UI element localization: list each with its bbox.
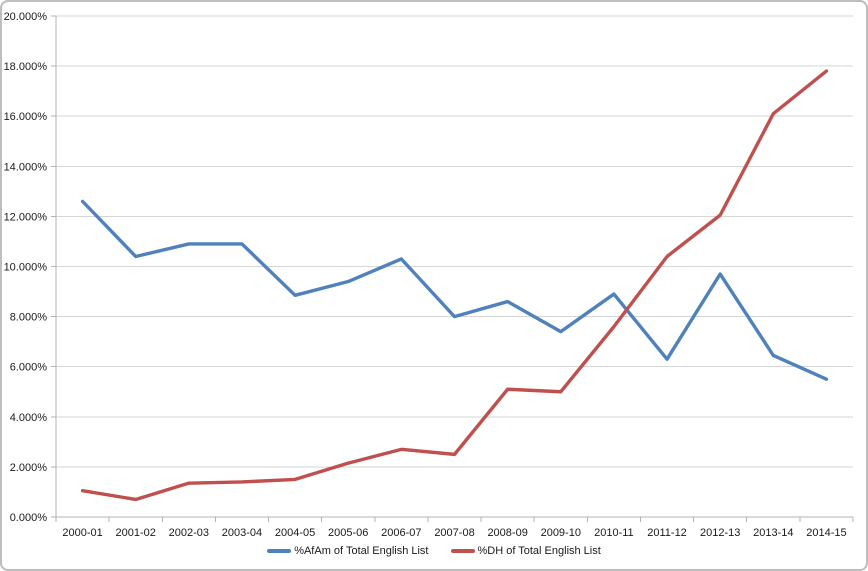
x-axis-category-label: 2005-06 — [328, 527, 368, 539]
legend-label-afam: %AfAm of Total English List — [294, 545, 429, 557]
x-axis-category-label: 2010-11 — [594, 527, 634, 539]
x-axis-category-label: 2004-05 — [275, 527, 315, 539]
series-line-dh — [80, 69, 829, 502]
series-line-afam — [80, 199, 829, 381]
x-axis-category-label: 2012-13 — [700, 527, 740, 539]
x-axis-category-label: 2000-01 — [62, 527, 102, 539]
y-axis-tick-label: 18.000% — [4, 61, 48, 73]
y-axis-tick-label: 0.000% — [10, 512, 48, 524]
x-axis-category-label: 2007-08 — [434, 527, 474, 539]
x-axis-category-label: 2014-15 — [806, 527, 846, 539]
y-axis-tick-label: 16.000% — [4, 111, 48, 123]
y-axis-tick-label: 12.000% — [4, 211, 48, 223]
y-axis-tick-label: 10.000% — [4, 262, 48, 274]
y-axis-tick-label: 8.000% — [10, 312, 48, 324]
y-axis-tick-label: 6.000% — [10, 362, 48, 374]
x-axis-category-label: 2001-02 — [116, 527, 156, 539]
x-axis-category-label: 2013-14 — [753, 527, 793, 539]
x-axis-category-label: 2002-03 — [169, 527, 209, 539]
x-axis-category-label: 2008-09 — [487, 527, 527, 539]
y-axis-tick-label: 14.000% — [4, 161, 48, 173]
y-axis-tick-label: 20.000% — [4, 11, 48, 23]
y-axis-tick-label: 4.000% — [10, 412, 48, 424]
y-axis-tick-label: 2.000% — [10, 462, 48, 474]
x-axis-category-label: 2009-10 — [541, 527, 581, 539]
x-axis-category-label: 2003-04 — [222, 527, 262, 539]
x-axis-category-label: 2006-07 — [381, 527, 421, 539]
chart-legend: %AfAm of Total English List %DH of Total… — [2, 545, 866, 557]
legend-line-swatch-afam — [267, 549, 292, 553]
legend-label-dh: %DH of Total English List — [477, 545, 601, 557]
legend-line-swatch-dh — [450, 549, 475, 553]
legend-item-afam: %AfAm of Total English List — [267, 545, 429, 557]
legend-item-dh: %DH of Total English List — [450, 545, 601, 557]
x-axis-category-label: 2011-12 — [647, 527, 687, 539]
